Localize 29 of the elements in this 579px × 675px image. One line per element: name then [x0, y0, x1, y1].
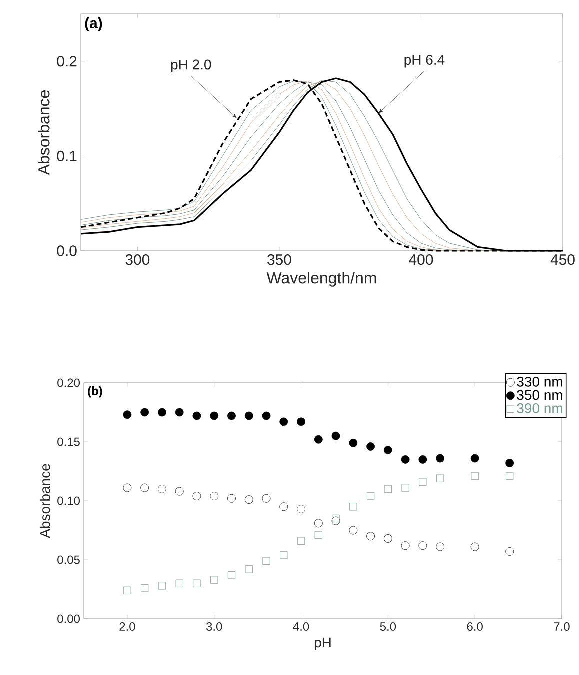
- x-tick-label: 450: [550, 254, 575, 266]
- x-tick-label: 2.0: [120, 622, 136, 632]
- legend-label: 390 nm: [517, 404, 562, 414]
- annotation: (b): [88, 386, 102, 398]
- x-tick-label: 4.0: [293, 622, 310, 632]
- x-axis-title: pH: [315, 638, 331, 650]
- y-tick-label: 0.10: [58, 496, 80, 506]
- legend-label: 330 nm: [517, 376, 562, 387]
- x-axis-title: Wavelength/nm: [266, 272, 376, 287]
- y-tick-label: 0.2: [57, 56, 77, 67]
- x-tick-label: 350: [268, 254, 292, 266]
- x-tick-label: 7.0: [554, 622, 570, 632]
- x-tick-label: 6.0: [467, 622, 484, 632]
- y-axis-title: Absorbance: [38, 90, 50, 176]
- annotation: pH 2.0: [172, 60, 212, 72]
- y-tick-label: 0.15: [58, 438, 80, 446]
- y-tick-label: 0.00: [58, 614, 80, 624]
- y-tick-label: 0.05: [58, 556, 80, 564]
- x-tick-label: 3.0: [206, 622, 222, 632]
- legend-label: 350 nm: [517, 390, 562, 400]
- x-tick-label: 5.0: [380, 622, 396, 632]
- x-tick-label: 300: [126, 254, 150, 266]
- y-tick-label: 0.0: [57, 246, 77, 256]
- x-tick-label: 400: [409, 254, 434, 266]
- y-tick-label: 0.1: [57, 150, 77, 162]
- y-axis-title: Absorbance: [40, 464, 50, 538]
- y-tick-label: 0.20: [58, 378, 80, 388]
- annotation: pH 6.4: [404, 55, 445, 68]
- annotation: (a): [85, 18, 102, 32]
